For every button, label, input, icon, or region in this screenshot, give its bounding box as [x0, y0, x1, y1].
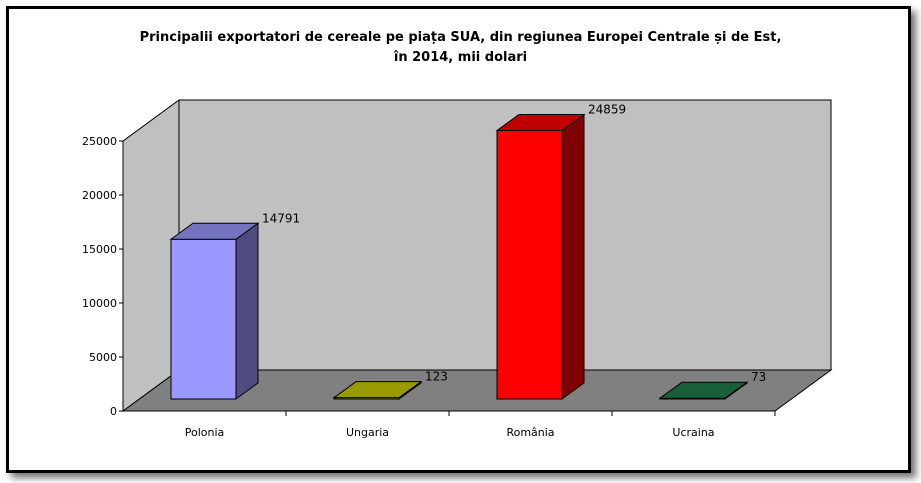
category-label: Ungaria — [346, 426, 389, 439]
bar-front-face — [496, 130, 563, 400]
y-tick-label: 10000 — [82, 297, 117, 310]
chart-title: Principalii exportatori de cereale pe pi… — [0, 28, 921, 68]
y-tick-label: 15000 — [82, 243, 117, 256]
chart-title-line-1: Principalii exportatori de cereale pe pi… — [139, 30, 782, 45]
bar-top-face — [495, 114, 586, 132]
data-label: 73 — [751, 370, 766, 384]
y-tick-label: 20000 — [82, 189, 117, 202]
bar-side-face — [235, 222, 259, 400]
bar-2: 24859 — [495, 103, 626, 400]
category-label: Polonia — [185, 426, 225, 439]
bar-top-face — [169, 222, 260, 240]
category-label: România — [506, 426, 554, 439]
chart-title-line-2: în 2014, mii dolari — [393, 50, 528, 65]
bar-top-face — [658, 381, 749, 399]
y-tick-label: 5000 — [89, 351, 117, 364]
bar-1: 123 — [332, 370, 448, 400]
data-label: 24859 — [588, 103, 626, 117]
data-label: 14791 — [262, 211, 300, 225]
data-label: 123 — [425, 370, 448, 384]
bar-3: 73 — [658, 370, 766, 400]
bar-0: 14791 — [169, 211, 300, 400]
bar-front-face — [170, 238, 237, 400]
category-label: Ucraina — [672, 426, 714, 439]
y-tick-label: 25000 — [82, 135, 117, 148]
bar-top-face — [332, 381, 423, 399]
bar-side-face — [561, 113, 585, 400]
y-tick-label: 0 — [110, 405, 117, 418]
